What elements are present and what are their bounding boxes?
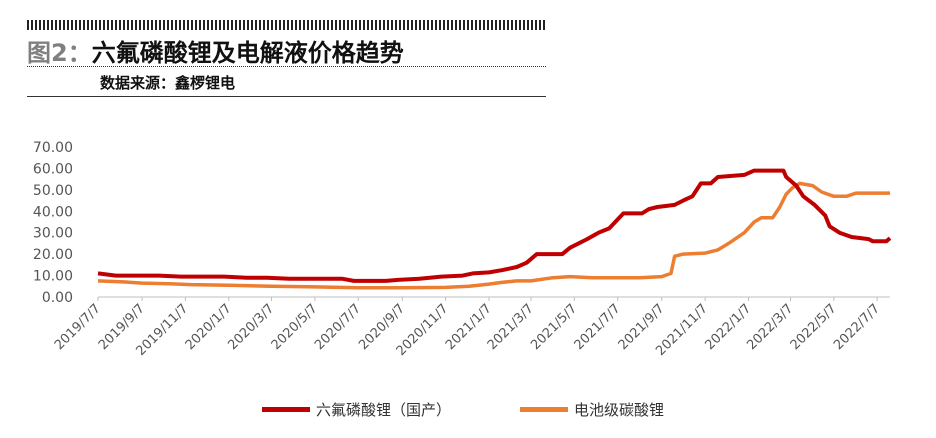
y-tick-label: 30.00 <box>33 226 73 242</box>
x-tick-label: 2021/5/7 <box>528 301 580 353</box>
title-text: 六氟磷酸锂及电解液价格趋势 <box>91 39 404 67</box>
legend-item-li2co3: 电池级碳酸锂 <box>520 399 664 419</box>
y-tick-label: 0.00 <box>42 290 73 306</box>
x-tick-label: 2021/7/7 <box>572 301 624 353</box>
x-tick-label: 2022/3/7 <box>744 301 796 353</box>
series-line-li2co3 <box>97 181 890 290</box>
x-tick-label: 2020/7/7 <box>312 301 364 353</box>
series-lines <box>97 168 892 290</box>
x-tick-label: 2022/5/7 <box>788 301 840 353</box>
x-tick-label: 2021/3/7 <box>485 301 537 353</box>
y-tick-label: 50.00 <box>33 183 73 199</box>
figure-label: 图2： <box>27 39 92 67</box>
y-axis-ticks: 0.00 10.00 20.00 30.00 40.00 50.00 60.00 70.00 <box>33 140 73 306</box>
x-tick-label: 2020/3/7 <box>225 301 277 353</box>
y-tick-label: 70.00 <box>33 140 73 156</box>
header-bottom-rule <box>27 96 546 97</box>
x-tick-label: 2020/5/7 <box>269 301 321 353</box>
x-axis-tickmarks <box>97 297 878 301</box>
x-tick-label: 2019/7/7 <box>52 301 104 353</box>
header-rule <box>27 20 546 30</box>
data-source: 数据来源：鑫椤锂电 <box>100 74 236 92</box>
y-tick-label: 60.00 <box>33 161 73 177</box>
title-underline <box>27 66 546 67</box>
legend-label-li2co3: 电池级碳酸锂 <box>574 400 665 419</box>
x-axis-ticks: 2019/7/72019/9/72019/11/72020/1/72020/3/… <box>52 301 883 359</box>
y-tick-label: 10.00 <box>33 269 73 285</box>
legend-label-lipf6: 六氟磷酸锂（国产） <box>316 400 452 419</box>
y-tick-label: 20.00 <box>33 247 73 263</box>
y-tick-label: 40.00 <box>33 204 73 220</box>
legend-swatch-lipf6 <box>262 406 310 412</box>
x-tick-label: 2022/7/7 <box>831 301 883 353</box>
series-line-lipf6 <box>97 168 892 283</box>
legend-swatch-li2co3 <box>520 406 568 412</box>
legend-item-lipf6: 六氟磷酸锂（国产） <box>262 399 451 419</box>
figure-title: 图2：六氟磷酸锂及电解液价格趋势 <box>27 33 404 68</box>
